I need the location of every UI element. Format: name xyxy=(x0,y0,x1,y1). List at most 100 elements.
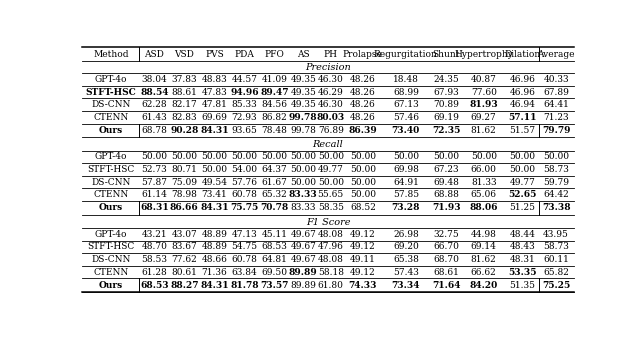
Text: 89.89: 89.89 xyxy=(289,268,317,277)
Text: 73.41: 73.41 xyxy=(202,190,227,199)
Text: 48.89: 48.89 xyxy=(202,243,227,251)
Text: 47.96: 47.96 xyxy=(318,243,344,251)
Text: DS-CNN: DS-CNN xyxy=(91,255,131,264)
Text: 70.78: 70.78 xyxy=(260,203,289,212)
Text: 48.26: 48.26 xyxy=(350,88,376,97)
Text: 47.81: 47.81 xyxy=(202,100,227,109)
Text: 90.28: 90.28 xyxy=(170,126,198,135)
Text: 69.20: 69.20 xyxy=(393,243,419,251)
Text: 68.52: 68.52 xyxy=(350,203,376,212)
Text: 50.00: 50.00 xyxy=(291,178,316,187)
Text: 50.00: 50.00 xyxy=(433,152,459,161)
Text: 50.00: 50.00 xyxy=(543,152,569,161)
Text: 73.57: 73.57 xyxy=(260,281,289,290)
Text: 73.38: 73.38 xyxy=(542,203,570,212)
Text: 57.46: 57.46 xyxy=(393,113,419,122)
Text: Precision: Precision xyxy=(305,63,351,72)
Text: 48.31: 48.31 xyxy=(509,255,535,264)
Text: 79.79: 79.79 xyxy=(542,126,570,135)
Text: 88.61: 88.61 xyxy=(172,88,197,97)
Text: CTENN: CTENN xyxy=(93,268,129,277)
Text: 59.79: 59.79 xyxy=(543,178,569,187)
Text: 50.00: 50.00 xyxy=(317,152,344,161)
Text: 48.08: 48.08 xyxy=(318,255,344,264)
Text: 89.47: 89.47 xyxy=(260,88,289,97)
Text: 61.28: 61.28 xyxy=(141,268,167,277)
Text: 69.98: 69.98 xyxy=(393,165,419,174)
Text: 47.83: 47.83 xyxy=(202,88,227,97)
Text: 46.96: 46.96 xyxy=(509,75,535,84)
Text: 64.37: 64.37 xyxy=(262,165,287,174)
Text: 68.99: 68.99 xyxy=(393,88,419,97)
Text: 69.27: 69.27 xyxy=(471,113,497,122)
Text: 80.03: 80.03 xyxy=(317,113,345,122)
Text: 69.69: 69.69 xyxy=(202,113,227,122)
Text: 77.60: 77.60 xyxy=(471,88,497,97)
Text: 86.82: 86.82 xyxy=(262,113,287,122)
Text: 84.31: 84.31 xyxy=(200,281,228,290)
Text: 49.11: 49.11 xyxy=(350,255,376,264)
Text: 65.06: 65.06 xyxy=(471,190,497,199)
Text: 58.73: 58.73 xyxy=(543,165,569,174)
Text: DS-CNN: DS-CNN xyxy=(91,178,131,187)
Text: 71.93: 71.93 xyxy=(432,203,461,212)
Text: 50.00: 50.00 xyxy=(350,152,376,161)
Text: 64.81: 64.81 xyxy=(262,255,287,264)
Text: 67.23: 67.23 xyxy=(433,165,459,174)
Text: 48.83: 48.83 xyxy=(202,75,227,84)
Text: 72.93: 72.93 xyxy=(232,113,257,122)
Text: 82.17: 82.17 xyxy=(172,100,197,109)
Text: Ours: Ours xyxy=(99,126,123,135)
Text: 69.19: 69.19 xyxy=(433,113,459,122)
Text: 24.35: 24.35 xyxy=(433,75,459,84)
Text: 51.57: 51.57 xyxy=(509,126,535,135)
Text: CTENN: CTENN xyxy=(93,190,129,199)
Text: 88.54: 88.54 xyxy=(140,88,168,97)
Text: 48.26: 48.26 xyxy=(350,100,376,109)
Text: 50.00: 50.00 xyxy=(291,152,316,161)
Text: 82.83: 82.83 xyxy=(172,113,197,122)
Text: 84.31: 84.31 xyxy=(200,203,228,212)
Text: 46.94: 46.94 xyxy=(509,100,535,109)
Text: STFT-HSC: STFT-HSC xyxy=(87,165,134,174)
Text: 40.87: 40.87 xyxy=(471,75,497,84)
Text: 50.00: 50.00 xyxy=(509,165,535,174)
Text: 49.54: 49.54 xyxy=(202,178,227,187)
Text: 46.96: 46.96 xyxy=(509,88,535,97)
Text: 66.00: 66.00 xyxy=(471,165,497,174)
Text: 48.66: 48.66 xyxy=(202,255,227,264)
Text: PDA: PDA xyxy=(234,50,254,59)
Text: 99.78: 99.78 xyxy=(291,126,316,135)
Text: 86.39: 86.39 xyxy=(348,126,377,135)
Text: 73.40: 73.40 xyxy=(392,126,420,135)
Text: 68.53: 68.53 xyxy=(262,243,287,251)
Text: 66.70: 66.70 xyxy=(433,243,459,251)
Text: 99.78: 99.78 xyxy=(289,113,317,122)
Text: 54.75: 54.75 xyxy=(232,243,257,251)
Text: CTENN: CTENN xyxy=(93,113,129,122)
Text: 75.75: 75.75 xyxy=(230,203,259,212)
Text: 50.00: 50.00 xyxy=(350,178,376,187)
Text: Dilation: Dilation xyxy=(504,50,540,59)
Text: DS-CNN: DS-CNN xyxy=(91,100,131,109)
Text: 37.83: 37.83 xyxy=(172,75,197,84)
Text: PH: PH xyxy=(324,50,338,59)
Text: 38.04: 38.04 xyxy=(141,75,167,84)
Text: 69.14: 69.14 xyxy=(471,243,497,251)
Text: 68.31: 68.31 xyxy=(140,203,169,212)
Text: 48.08: 48.08 xyxy=(318,230,344,239)
Text: 57.76: 57.76 xyxy=(232,178,257,187)
Text: 46.30: 46.30 xyxy=(318,100,344,109)
Text: 46.30: 46.30 xyxy=(318,75,344,84)
Text: 57.43: 57.43 xyxy=(393,268,419,277)
Text: STFT-HSC: STFT-HSC xyxy=(87,243,134,251)
Text: 68.61: 68.61 xyxy=(433,268,459,277)
Text: 50.00: 50.00 xyxy=(317,178,344,187)
Text: 43.21: 43.21 xyxy=(141,230,167,239)
Text: 50.00: 50.00 xyxy=(509,152,535,161)
Text: 49.67: 49.67 xyxy=(291,255,316,264)
Text: 50.00: 50.00 xyxy=(471,152,497,161)
Text: 71.64: 71.64 xyxy=(432,281,460,290)
Text: 50.00: 50.00 xyxy=(262,152,287,161)
Text: 50.00: 50.00 xyxy=(393,152,419,161)
